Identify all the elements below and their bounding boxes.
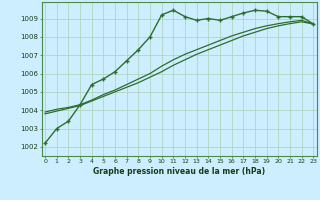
X-axis label: Graphe pression niveau de la mer (hPa): Graphe pression niveau de la mer (hPa) xyxy=(93,167,265,176)
